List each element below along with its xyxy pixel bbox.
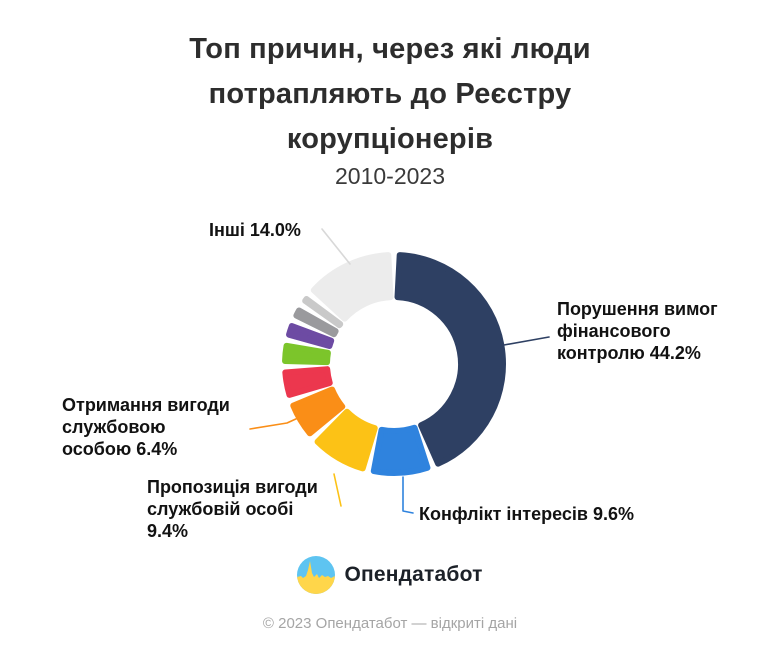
page-title: Топ причин, через які люди потрапляють д… xyxy=(189,33,591,155)
donut-segment-порушення xyxy=(394,252,506,467)
title-block: Топ причин, через які люди потрапляють д… xyxy=(0,27,780,162)
footer-text: © 2023 Опендатабот — відкриті дані xyxy=(262,615,518,632)
donut-segments-group xyxy=(282,252,506,476)
callout-propozytsiia: Пропозиція вигоди службовій особі 9.4% xyxy=(147,477,318,541)
leader-lines-group xyxy=(249,228,550,514)
donut-segment-small-6 xyxy=(286,323,335,349)
leader-line-2 xyxy=(333,473,342,507)
donut-segment-small-5 xyxy=(282,342,331,366)
leader-line-0 xyxy=(503,336,550,346)
logo-text: Опендатабот xyxy=(344,563,483,586)
callout-inshi: Інші 14.0% xyxy=(209,220,301,240)
donut-segment-small-7 xyxy=(293,307,339,338)
donut-segment-пропозиція xyxy=(314,408,378,472)
leader-line-4 xyxy=(321,228,351,265)
callout-konflikt: Конфлікт інтересів 9.6% xyxy=(419,504,634,524)
leader-line-1 xyxy=(402,476,414,514)
leader-line-3 xyxy=(249,417,299,430)
donut-segment-small-8 xyxy=(302,296,344,329)
donut-segment-small-4 xyxy=(282,366,333,398)
donut-segment-інші xyxy=(310,252,394,322)
opendatabot-logo: Опендатабот xyxy=(0,556,780,594)
callout-porushennia: Порушення вимог фінансового контролю 44.… xyxy=(557,299,718,363)
page-subtitle: 2010-2023 xyxy=(335,163,445,189)
donut-segment-отримання xyxy=(290,386,346,437)
donut-segment-конфлікт xyxy=(370,424,431,476)
opendatabot-pulse-circle-icon xyxy=(297,556,336,594)
callout-otrymannia: Отримання вигоди службовою особою 6.4% xyxy=(62,395,230,459)
